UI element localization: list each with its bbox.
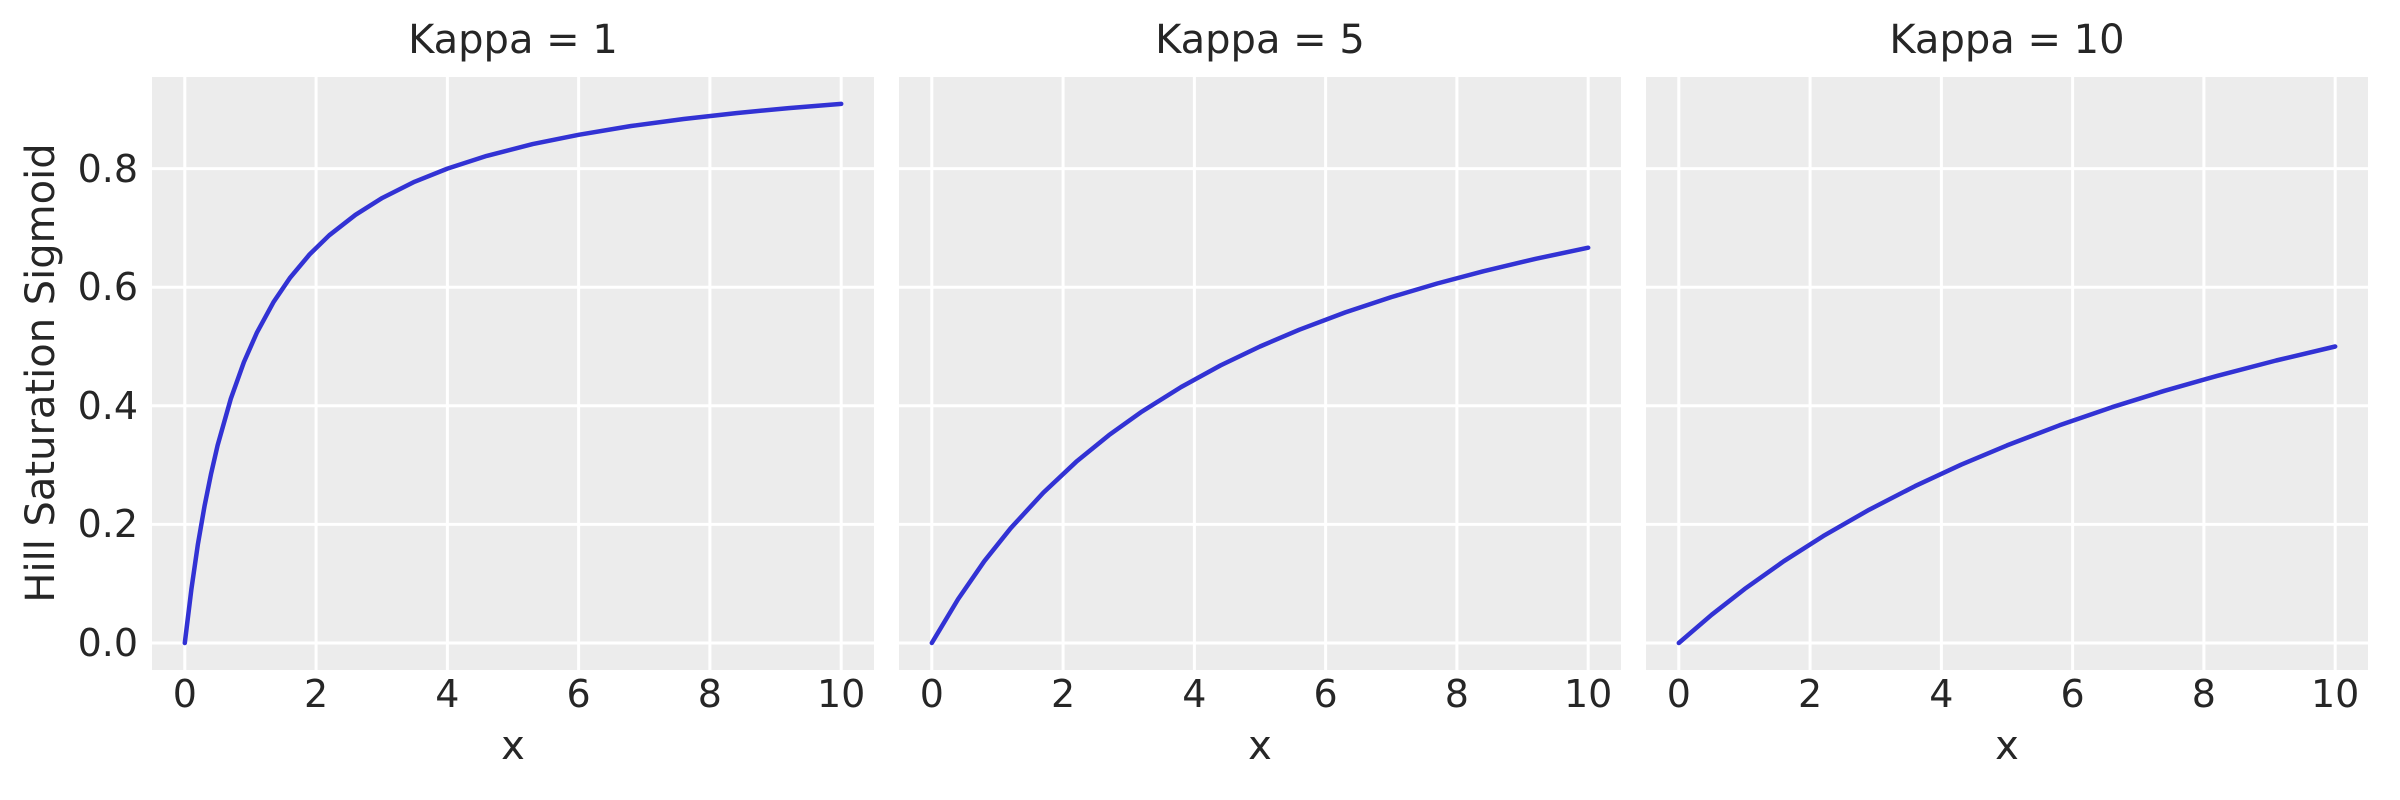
x-tick-label: 4 (1929, 672, 1954, 716)
x-tick-label: 0 (1666, 672, 1691, 716)
x-tick-label: 0 (172, 672, 197, 716)
subplot-kappa-10: Kappa = 10 x 0 2 4 6 8 10 (1646, 0, 2368, 800)
y-tick-label: 0.6 (77, 265, 138, 310)
subplot-kappa-1: Kappa = 1 x 0 2 4 6 8 10 (152, 0, 874, 800)
curve-plot (1646, 77, 2368, 670)
x-tick-label: 4 (435, 672, 460, 716)
subplot-kappa-5: Kappa = 5 x 0 2 4 6 8 10 (899, 0, 1621, 800)
y-tick-label: 0.4 (77, 383, 138, 428)
hill-curve (929, 245, 1591, 646)
hill-curve (182, 101, 844, 646)
subplot-title: Kappa = 5 (1155, 17, 1365, 63)
plot-area (1646, 77, 2368, 670)
x-axis-label: x (501, 723, 525, 769)
x-tick-label: 8 (2191, 672, 2216, 716)
y-tick-label: 0.0 (77, 621, 138, 665)
x-axis-label: x (1248, 723, 1272, 769)
y-tick-label: 0.2 (77, 502, 138, 547)
x-tick-label: 6 (1313, 672, 1338, 716)
plot-area (899, 77, 1621, 670)
x-tick-label: 10 (2311, 672, 2360, 716)
curve-plot (899, 77, 1621, 670)
x-tick-label: 10 (817, 672, 866, 716)
plot-area (152, 77, 874, 670)
x-tick-label: 2 (1051, 672, 1076, 716)
x-tick-label: 8 (1444, 672, 1469, 716)
y-tick-label: 0.8 (77, 146, 138, 191)
x-tick-label: 6 (2060, 672, 2085, 716)
x-tick-label: 2 (1798, 672, 1823, 716)
x-axis-label: x (1995, 723, 2019, 769)
subplot-title: Kappa = 1 (408, 17, 618, 63)
x-tick-label: 6 (566, 672, 591, 716)
subplot-title: Kappa = 10 (1889, 17, 2125, 63)
x-tick-label: 2 (304, 672, 329, 716)
curve-plot (152, 77, 874, 670)
x-tick-label: 0 (919, 672, 944, 716)
x-tick-label: 4 (1182, 672, 1207, 716)
x-tick-label: 8 (697, 672, 722, 716)
x-tick-label: 10 (1564, 672, 1613, 716)
hill-curve (1676, 344, 2338, 646)
